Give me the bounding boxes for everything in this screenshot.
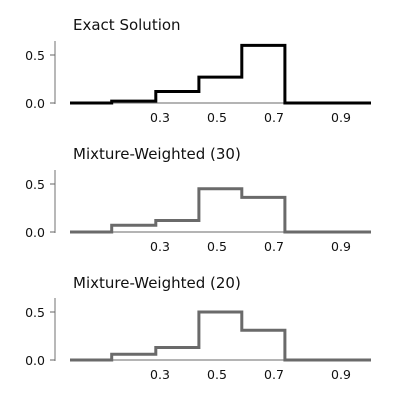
panel-2-step-line xyxy=(70,187,371,234)
panel-2: Mixture-Weighted (30) 0.0 0.5 0.3 0.5 0.… xyxy=(25,145,371,254)
panel-2-y-tick-label-1: 0.5 xyxy=(25,177,45,192)
panel-1: Exact Solution 0.0 0.5 0.3 0.5 0.7 0.9 xyxy=(25,16,371,125)
panel-3-x-tick-label-0: 0.3 xyxy=(150,367,170,382)
panel-2-x-tick-label-2: 0.7 xyxy=(264,239,284,254)
panel-3-x-tick-label-3: 0.9 xyxy=(331,367,351,382)
panel-1-y-tick-label-0: 0.0 xyxy=(25,96,45,111)
panel-1-y-tick-label-1: 0.5 xyxy=(25,48,45,63)
panel-1-x-tick-label-1: 0.5 xyxy=(207,110,227,125)
panel-1-step-line xyxy=(70,43,371,105)
panel-2-x-tick-label-0: 0.3 xyxy=(150,239,170,254)
panel-3-x-tick-label-1: 0.5 xyxy=(207,367,227,382)
panel-2-x-tick-label-1: 0.5 xyxy=(207,239,227,254)
panel-1-x-tick-label-0: 0.3 xyxy=(150,110,170,125)
panel-2-title: Mixture-Weighted (30) xyxy=(73,145,241,163)
panel-1-x-tick-label-3: 0.9 xyxy=(331,110,351,125)
panel-3-y-tick-label-1: 0.5 xyxy=(25,305,45,320)
panel-1-x-tick-label-2: 0.7 xyxy=(264,110,284,125)
panel-3: Mixture-Weighted (20) 0.0 0.5 0.3 0.5 0.… xyxy=(25,274,371,382)
panel-2-x-tick-label-3: 0.9 xyxy=(331,239,351,254)
panel-2-y-tick-label-0: 0.0 xyxy=(25,225,45,240)
panel-1-title: Exact Solution xyxy=(73,16,181,34)
panel-3-title: Mixture-Weighted (20) xyxy=(73,274,241,292)
panel-3-x-tick-label-2: 0.7 xyxy=(264,367,284,382)
panel-3-y-tick-label-0: 0.0 xyxy=(25,353,45,368)
panel-3-step-line xyxy=(70,310,371,362)
